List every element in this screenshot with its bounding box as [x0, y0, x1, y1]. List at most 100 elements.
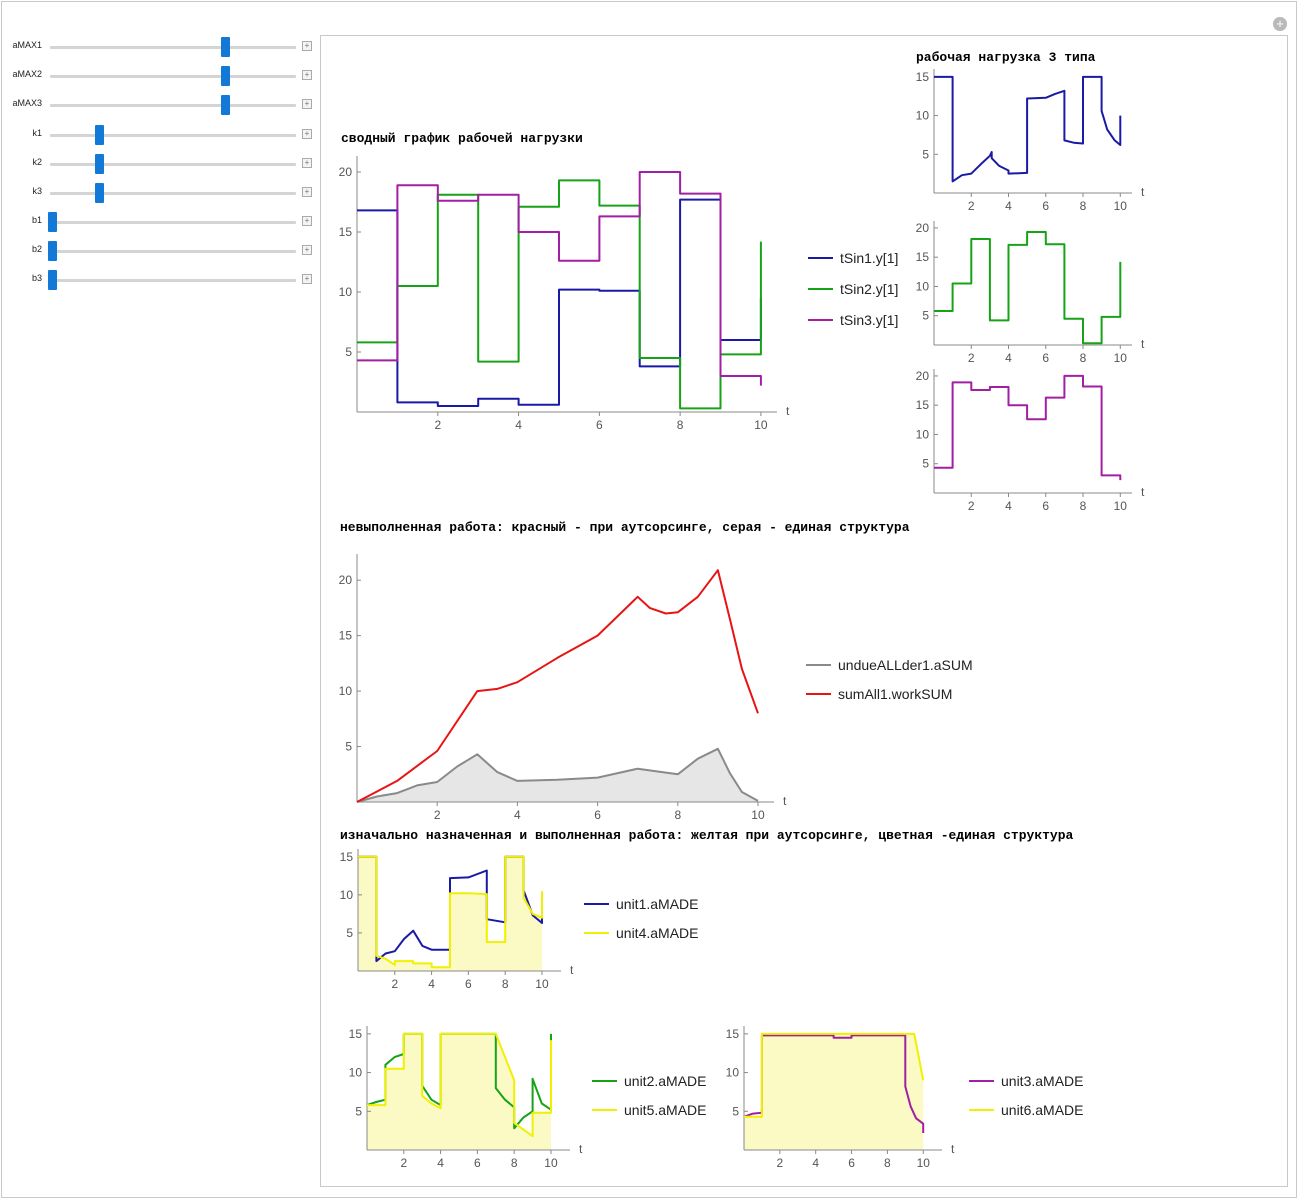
y-tick-label: 15 [349, 1027, 363, 1041]
series-fill-unit5.aMADE [367, 1033, 551, 1150]
slider-track[interactable] [50, 134, 296, 137]
y-tick-label: 10 [349, 1066, 363, 1080]
control-label: b3 [31, 273, 42, 283]
plus-icon[interactable]: + [302, 187, 312, 197]
series-line-unit4.aMADE [358, 855, 543, 969]
heading-assigned: изначально назначенная и выполненная раб… [340, 828, 1074, 843]
x-tick-label: 4 [428, 977, 435, 991]
x-tick-label: 6 [1042, 199, 1049, 213]
x-tick-label: 6 [596, 418, 603, 432]
slider-thumb-b1[interactable] [48, 212, 57, 232]
y-tick-label: 20 [339, 573, 353, 587]
y-tick-label: 15 [339, 629, 353, 643]
x-tick-label: 10 [535, 977, 549, 991]
y-tick-label: 20 [339, 165, 353, 179]
y-tick-label: 10 [339, 285, 353, 299]
control-row-amax3: aMAX3 + [0, 95, 320, 115]
x-tick-label: 2 [968, 351, 975, 365]
series-line-workload-3 [934, 374, 1122, 481]
slider-thumb-b3[interactable] [48, 270, 57, 290]
x-tick-label: 2 [391, 977, 398, 991]
add-circle-icon[interactable]: + [1273, 17, 1287, 31]
x-tick-label: 2 [777, 1156, 784, 1170]
chart-workload-2: 2 4 6 8 10 5 10 15 20 t [916, 221, 1145, 365]
series-line-tSin1.y[1] [357, 198, 762, 407]
x-tick-label: 10 [917, 1156, 931, 1170]
control-label: aMAX2 [12, 69, 42, 79]
x-tick-label: 2 [400, 1156, 407, 1170]
plus-icon[interactable]: + [302, 99, 312, 109]
plus-icon[interactable]: + [302, 129, 312, 139]
series-line-tSin3.y[1] [357, 171, 762, 386]
y-tick-label: 5 [922, 309, 929, 323]
x-tick-label: 4 [515, 418, 522, 432]
slider-track[interactable] [50, 163, 296, 166]
x-axis-label: t [786, 404, 790, 418]
x-tick-label: 8 [1080, 499, 1087, 513]
chart-summary: 2 4 6 8 10 5 10 15 20 t tSin1.y[1] tSin2.y[1] tSin3.… [339, 156, 898, 432]
x-tick-label: 8 [1080, 351, 1087, 365]
x-axis-label: t [1141, 485, 1145, 499]
y-tick-label: 15 [916, 250, 930, 264]
slider-track[interactable] [50, 46, 296, 49]
y-tick-label: 20 [916, 369, 930, 383]
chart-assigned-1: 2 4 6 8 10 5 10 15 t unit1.aMADE unit4.aMADE [340, 849, 698, 991]
series-fill-undueALLder1.aSUM [357, 748, 758, 802]
x-tick-label: 6 [594, 808, 601, 822]
slider-thumb-amax1[interactable] [221, 37, 231, 57]
x-tick-label: 10 [751, 808, 765, 822]
x-axis-label: t [570, 963, 574, 977]
legend-label: tSin3.y[1] [840, 312, 898, 328]
slider-thumb-amax2[interactable] [221, 66, 231, 86]
control-row-amax1: aMAX1 + [0, 37, 320, 57]
slider-thumb-b2[interactable] [48, 241, 57, 261]
y-tick-label: 15 [726, 1027, 740, 1041]
x-tick-label: 6 [1042, 351, 1049, 365]
plus-icon[interactable]: + [302, 158, 312, 168]
chart-workload-1: 2 4 6 8 10 5 10 15 t [916, 69, 1145, 213]
slider-thumb-k1[interactable] [94, 125, 104, 145]
legend-label: unit1.aMADE [616, 896, 698, 912]
x-tick-label: 2 [968, 199, 975, 213]
y-tick-label: 5 [732, 1104, 739, 1118]
x-tick-label: 4 [514, 808, 521, 822]
plus-icon[interactable]: + [302, 274, 312, 284]
chart-assigned-2: 2 4 6 8 10 5 10 15 t unit2.aMADE unit5.aMADE [349, 1026, 706, 1170]
chart-assigned-3: 2 4 6 8 10 5 10 15 t unit3.aMADE unit6.aMADE [726, 1026, 1083, 1170]
slider-track[interactable] [50, 104, 296, 107]
heading-summary: сводный график рабочей нагрузки [341, 131, 583, 146]
plus-icon[interactable]: + [302, 41, 312, 51]
series-line-tSin2.y[1] [357, 179, 762, 410]
series-line-unit5.aMADE [367, 1032, 552, 1138]
slider-track[interactable] [50, 221, 296, 224]
control-row-b3: b3 + [0, 270, 320, 290]
control-label: k2 [32, 157, 42, 167]
slider-track[interactable] [50, 250, 296, 253]
slider-track[interactable] [50, 192, 296, 195]
y-tick-label: 5 [922, 457, 929, 471]
plus-icon[interactable]: + [302, 70, 312, 80]
x-tick-label: 8 [677, 418, 684, 432]
control-row-b2: b2 + [0, 241, 320, 261]
slider-thumb-k2[interactable] [94, 154, 104, 174]
legend-label: unit4.aMADE [616, 925, 698, 941]
slider-thumb-amax3[interactable] [221, 95, 231, 115]
slider-track[interactable] [50, 75, 296, 78]
x-tick-label: 10 [754, 418, 768, 432]
x-axis-label: t [1141, 185, 1145, 199]
slider-track[interactable] [50, 279, 296, 282]
y-tick-label: 15 [340, 850, 354, 864]
slider-thumb-k3[interactable] [94, 183, 104, 203]
x-tick-label: 8 [884, 1156, 891, 1170]
series-line-workload-1 [934, 75, 1122, 183]
y-tick-label: 10 [916, 109, 930, 123]
y-tick-label: 5 [922, 147, 929, 161]
x-tick-label: 6 [474, 1156, 481, 1170]
plus-icon[interactable]: + [302, 245, 312, 255]
legend-label: unit2.aMADE [624, 1073, 706, 1089]
x-tick-label: 6 [1042, 499, 1049, 513]
plus-icon[interactable]: + [302, 216, 312, 226]
legend-label: tSin1.y[1] [840, 250, 898, 266]
x-axis-label: t [1141, 337, 1145, 351]
x-tick-label: 4 [1005, 499, 1012, 513]
